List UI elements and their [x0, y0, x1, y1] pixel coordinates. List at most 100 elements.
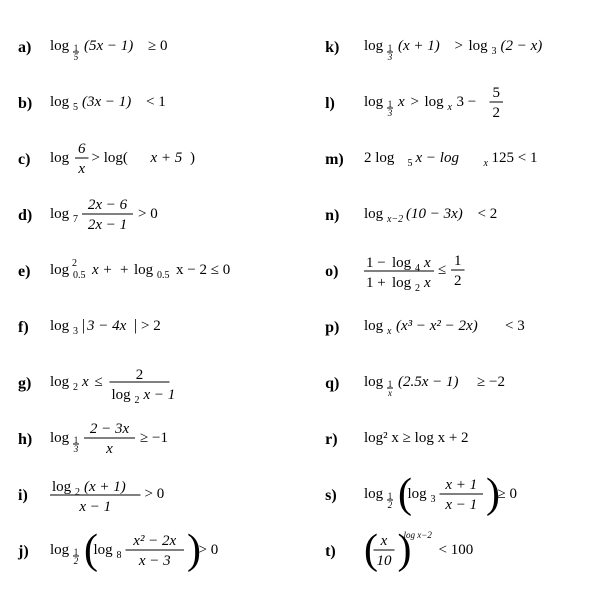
- svg-text:2: 2: [415, 283, 420, 294]
- label-left: f): [10, 319, 48, 337]
- svg-text:≥ −2: ≥ −2: [477, 374, 505, 390]
- svg-text:|: |: [134, 317, 137, 334]
- equation-right: 1 − log4 x1 + log2 x≤12: [362, 246, 602, 298]
- svg-text:>: >: [411, 94, 419, 110]
- svg-text:log: log: [50, 262, 70, 278]
- equation-right: (x10)log x−2< 100: [362, 526, 602, 578]
- svg-text:(2 − x): (2 − x): [501, 38, 543, 54]
- equation-right: 2 log5 x − logx 125 < 1: [362, 134, 602, 186]
- svg-text:log: log: [364, 38, 384, 54]
- label-left: g): [10, 375, 48, 393]
- svg-text:(3x − 1): (3x − 1): [82, 94, 131, 110]
- svg-text:x − 1: x − 1: [78, 499, 111, 515]
- svg-text:2: 2: [73, 382, 78, 393]
- svg-text:2: 2: [72, 258, 77, 269]
- label-right: s): [315, 487, 362, 505]
- svg-text:2: 2: [135, 367, 143, 383]
- svg-text:log x−2: log x−2: [404, 530, 433, 540]
- svg-text:log: log: [52, 479, 72, 495]
- svg-text:2: 2: [75, 487, 80, 498]
- svg-text:≤: ≤: [438, 262, 446, 278]
- equation-left: log12(log8x² − 2xx − 3)> 0: [48, 526, 316, 578]
- svg-text:x: x: [105, 441, 113, 457]
- label-right: o): [315, 263, 362, 281]
- label-left: j): [10, 543, 48, 561]
- svg-text:5: 5: [408, 158, 413, 169]
- label-left: c): [10, 151, 48, 169]
- svg-text:(x + 1): (x + 1): [398, 38, 440, 54]
- svg-text:log: log: [392, 275, 412, 291]
- svg-text:3: 3: [72, 444, 78, 454]
- svg-text:log: log: [50, 206, 70, 222]
- svg-text:x − 1: x − 1: [142, 387, 175, 403]
- equation-right: logx(x³ − x² − 2x)< 3: [362, 302, 602, 354]
- svg-text:x: x: [386, 326, 392, 337]
- svg-text:x² − 2x: x² − 2x: [132, 533, 176, 549]
- svg-text:|: |: [82, 317, 85, 334]
- svg-text:< 100: < 100: [439, 542, 474, 558]
- equation-left: log5(3x − 1)< 1: [48, 78, 316, 130]
- label-left: a): [10, 39, 48, 57]
- svg-text:x: x: [423, 255, 431, 271]
- svg-text:(x³ − x² − 2x): (x³ − x² − 2x): [396, 318, 478, 334]
- svg-text:log: log: [469, 38, 489, 54]
- svg-text:125 < 1: 125 < 1: [492, 150, 538, 166]
- svg-text:x − 1: x − 1: [444, 497, 477, 513]
- svg-text:≥ 0: ≥ 0: [148, 38, 167, 54]
- svg-text:x − log: x − log: [415, 150, 460, 166]
- svg-text:log² x ≥ log x + 2: log² x ≥ log x + 2: [364, 430, 469, 446]
- svg-text:log: log: [50, 38, 70, 54]
- label-left: i): [10, 487, 48, 505]
- svg-text:x: x: [387, 388, 392, 398]
- label-right: n): [315, 207, 362, 225]
- svg-text:x − 3: x − 3: [137, 553, 170, 569]
- label-right: t): [315, 543, 362, 561]
- svg-text:(10 − 3x): (10 − 3x): [406, 206, 463, 222]
- svg-text:> 0: > 0: [144, 486, 164, 502]
- label-left: d): [10, 207, 48, 225]
- equation-right: log12(log3x + 1x − 1)≥ 0: [362, 470, 602, 522]
- svg-text:x +: x +: [91, 262, 113, 278]
- svg-text:7: 7: [73, 214, 78, 225]
- svg-text:≤: ≤: [94, 374, 102, 390]
- svg-text:5: 5: [493, 85, 501, 101]
- equation-right: logx−2(10 − 3x)< 2: [362, 190, 602, 242]
- svg-text:3: 3: [431, 494, 436, 505]
- svg-text:5: 5: [73, 102, 78, 113]
- svg-text:2 log: 2 log: [364, 150, 395, 166]
- svg-text:log: log: [392, 255, 412, 271]
- svg-text:> 2: > 2: [141, 318, 161, 334]
- svg-text:log: log: [364, 486, 384, 502]
- label-right: q): [315, 375, 362, 393]
- svg-text:1 −: 1 −: [366, 255, 386, 271]
- svg-text:x: x: [77, 161, 85, 177]
- label-left: h): [10, 431, 48, 449]
- svg-text:log: log: [111, 387, 131, 403]
- svg-text:2: 2: [388, 500, 393, 510]
- equation-left: log72x − 62x − 1> 0: [48, 190, 316, 242]
- equation-left: log15(5x − 1)≥ 0: [48, 22, 316, 74]
- equation-right: log13x> logx3 − 52: [362, 78, 602, 130]
- equation-left: log132 − 3xx≥ −1: [48, 414, 316, 466]
- svg-text:2: 2: [134, 395, 139, 406]
- svg-text:3 − 4x: 3 − 4x: [86, 318, 127, 334]
- svg-text:< 1: < 1: [146, 94, 166, 110]
- equation-left: log3|3 − 4x|> 2: [48, 302, 316, 354]
- svg-text:2: 2: [454, 273, 462, 289]
- label-right: m): [315, 151, 362, 169]
- svg-text:x: x: [423, 275, 431, 291]
- svg-text:log: log: [50, 542, 70, 558]
- svg-text:6: 6: [78, 141, 86, 157]
- svg-text:2x − 6: 2x − 6: [87, 197, 127, 213]
- svg-text:x: x: [81, 374, 89, 390]
- svg-text:log: log: [408, 486, 428, 502]
- svg-text:log: log: [364, 206, 384, 222]
- svg-text:8: 8: [116, 550, 121, 561]
- equation-left: log2(x + 1)x − 1> 0: [48, 470, 316, 522]
- svg-text:x: x: [397, 94, 405, 110]
- svg-text:log: log: [364, 94, 384, 110]
- equation-left: log6x> log(x + 5): [48, 134, 316, 186]
- svg-text:2: 2: [73, 556, 78, 566]
- svg-text:x−2: x−2: [386, 214, 403, 225]
- svg-text:≥ 0: ≥ 0: [498, 486, 517, 502]
